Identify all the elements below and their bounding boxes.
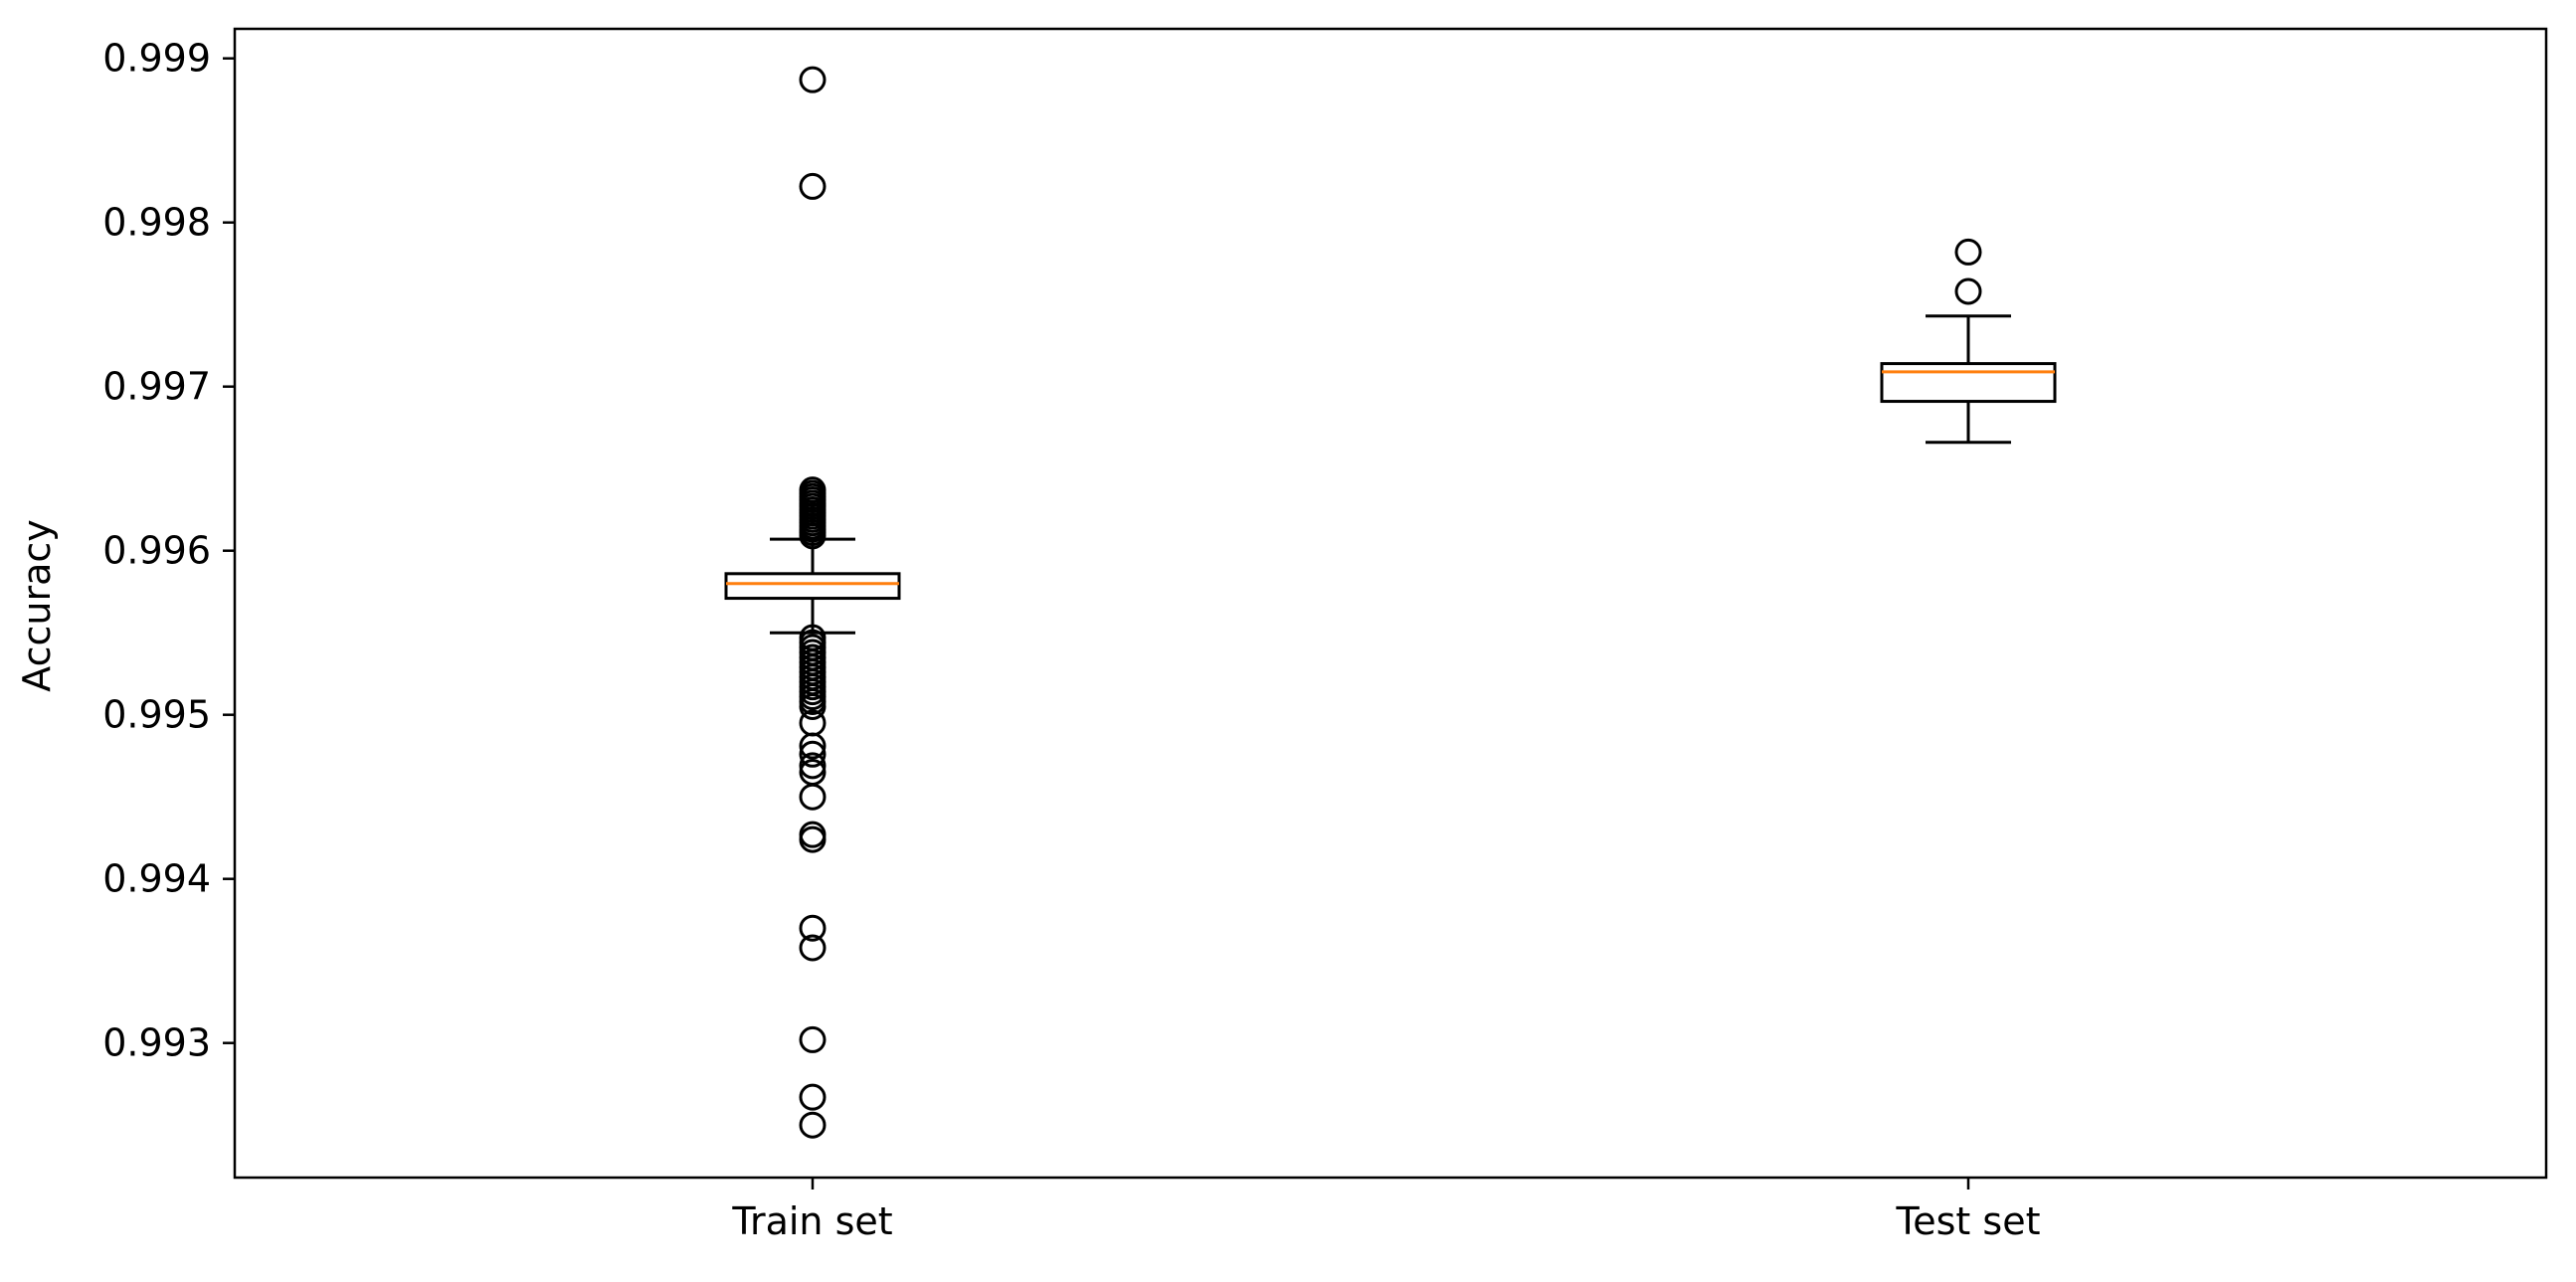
outlier-point (799, 66, 827, 93)
outlier-point (799, 1025, 827, 1053)
outlier-point (799, 752, 827, 780)
axes-layer: 0.993 0.994 0.995 0.996 0.997 0.998 0.999 Train… (102, 27, 2548, 1243)
box-group-train (724, 66, 901, 1139)
y-tick-label: 0.993 (102, 1021, 211, 1065)
y-tick-label: 0.995 (102, 693, 211, 737)
box-iqr (1880, 362, 2057, 404)
y-tick-label: 0.997 (102, 365, 211, 409)
outlier-point (799, 825, 827, 853)
x-tick-label: Train set (731, 1199, 892, 1243)
y-tick-label: 0.996 (102, 529, 211, 573)
outlier-point (799, 1083, 827, 1111)
outlier-point (799, 934, 827, 962)
box-iqr (724, 572, 901, 601)
x-tick-label: Test set (1896, 1199, 2041, 1243)
outlier-point (1954, 277, 1982, 305)
box-group-test (1880, 238, 2057, 445)
y-tick-label: 0.998 (102, 201, 211, 245)
outlier-point (799, 914, 827, 942)
outlier-point (799, 732, 827, 760)
outlier-point (799, 740, 827, 768)
outlier-point (799, 783, 827, 811)
outlier-point (799, 522, 827, 550)
y-axis-label: Accuracy (15, 519, 59, 692)
y-tick-label: 0.994 (102, 857, 211, 901)
y-tick-label: 0.999 (102, 37, 211, 81)
outlier-point (799, 692, 827, 720)
plot-marks (724, 66, 2057, 1139)
plot-frame (233, 27, 2548, 1180)
outlier-point (799, 172, 827, 200)
outlier-point (1954, 238, 1982, 266)
outlier-point (799, 1111, 827, 1139)
